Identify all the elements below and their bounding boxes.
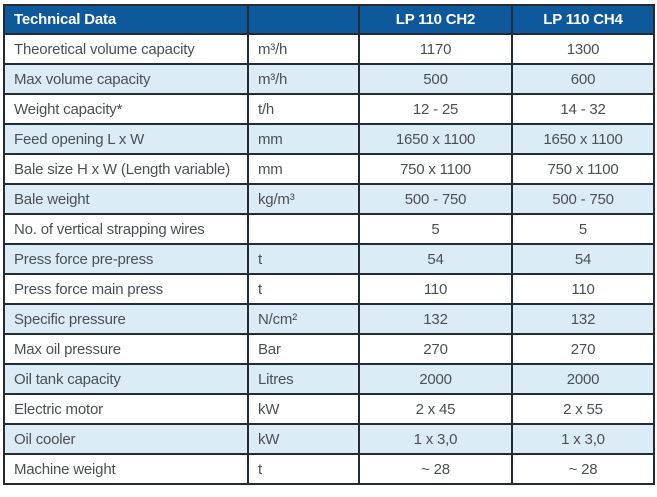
spec-value-ch4: 5 xyxy=(511,213,655,245)
table-row: Bale weight kg/m³ 500 - 750 500 - 750 xyxy=(3,183,655,215)
spec-value-ch2: 270 xyxy=(358,333,513,365)
spec-label: Electric motor xyxy=(3,393,249,425)
spec-unit: t xyxy=(247,453,360,485)
spec-unit: N/cm² xyxy=(247,303,360,335)
spec-unit: kW xyxy=(247,423,360,455)
spec-unit xyxy=(247,213,360,245)
spec-unit: m³/h xyxy=(247,33,360,65)
spec-value-ch4: 600 xyxy=(511,63,655,95)
table-row: Max oil pressure Bar 270 270 xyxy=(3,333,655,365)
header-model-ch4: LP 110 CH4 xyxy=(511,4,655,35)
spec-unit: mm xyxy=(247,153,360,185)
spec-value-ch4: 1650 x 1100 xyxy=(511,123,655,155)
spec-value-ch2: 2 x 45 xyxy=(358,393,513,425)
spec-value-ch4: 132 xyxy=(511,303,655,335)
table-row: Weight capacity* t/h 12 - 25 14 - 32 xyxy=(3,93,655,125)
spec-label: Bale size H x W (Length variable) xyxy=(3,153,249,185)
spec-label: Theoretical volume capacity xyxy=(3,33,249,65)
table-row: Max volume capacity m³/h 500 600 xyxy=(3,63,655,95)
spec-unit: t xyxy=(247,273,360,305)
spec-label: Feed opening L x W xyxy=(3,123,249,155)
spec-value-ch2: 110 xyxy=(358,273,513,305)
spec-value-ch2: 132 xyxy=(358,303,513,335)
table-row: Press force pre-press t 54 54 xyxy=(3,243,655,275)
spec-value-ch2: 500 xyxy=(358,63,513,95)
spec-value-ch2: ~ 28 xyxy=(358,453,513,485)
table-row: Oil tank capacity Litres 2000 2000 xyxy=(3,363,655,395)
spec-value-ch4: 1300 xyxy=(511,33,655,65)
spec-unit: Bar xyxy=(247,333,360,365)
table-row: No. of vertical strapping wires 5 5 xyxy=(3,213,655,245)
header-row: Technical Data LP 110 CH2 LP 110 CH4 xyxy=(3,4,655,35)
spec-value-ch4: 500 - 750 xyxy=(511,183,655,215)
table-row: Oil cooler kW 1 x 3,0 1 x 3,0 xyxy=(3,423,655,455)
table-row: Specific pressure N/cm² 132 132 xyxy=(3,303,655,335)
spec-unit: mm xyxy=(247,123,360,155)
spec-label: Press force pre-press xyxy=(3,243,249,275)
spec-value-ch2: 1650 x 1100 xyxy=(358,123,513,155)
spec-value-ch2: 5 xyxy=(358,213,513,245)
spec-value-ch2: 1 x 3,0 xyxy=(358,423,513,455)
spec-label: No. of vertical strapping wires xyxy=(3,213,249,245)
spec-unit: kg/m³ xyxy=(247,183,360,215)
spec-value-ch4: 2000 xyxy=(511,363,655,395)
spec-label: Bale weight xyxy=(3,183,249,215)
table-header: Technical Data LP 110 CH2 LP 110 CH4 xyxy=(3,4,655,35)
spec-label: Max volume capacity xyxy=(3,63,249,95)
header-unit xyxy=(247,4,360,35)
table-row: Electric motor kW 2 x 45 2 x 55 xyxy=(3,393,655,425)
table-body: Theoretical volume capacity m³/h 1170 13… xyxy=(3,33,655,485)
spec-value-ch2: 54 xyxy=(358,243,513,275)
spec-value-ch4: 110 xyxy=(511,273,655,305)
spec-value-ch4: 750 x 1100 xyxy=(511,153,655,185)
header-title: Technical Data xyxy=(3,4,249,35)
spec-value-ch2: 500 - 750 xyxy=(358,183,513,215)
spec-value-ch4: ~ 28 xyxy=(511,453,655,485)
spec-value-ch2: 1170 xyxy=(358,33,513,65)
spec-label: Weight capacity* xyxy=(3,93,249,125)
spec-value-ch4: 14 - 32 xyxy=(511,93,655,125)
spec-value-ch2: 12 - 25 xyxy=(358,93,513,125)
spec-unit: m³/h xyxy=(247,63,360,95)
spec-unit: kW xyxy=(247,393,360,425)
spec-unit: t xyxy=(247,243,360,275)
spec-value-ch4: 54 xyxy=(511,243,655,275)
spec-label: Oil tank capacity xyxy=(3,363,249,395)
header-model-ch2: LP 110 CH2 xyxy=(358,4,513,35)
spec-value-ch4: 270 xyxy=(511,333,655,365)
spec-value-ch2: 750 x 1100 xyxy=(358,153,513,185)
spec-unit: Litres xyxy=(247,363,360,395)
table-row: Bale size H x W (Length variable) mm 750… xyxy=(3,153,655,185)
spec-label: Specific pressure xyxy=(3,303,249,335)
spec-unit: t/h xyxy=(247,93,360,125)
spec-value-ch4: 2 x 55 xyxy=(511,393,655,425)
technical-data-table: Technical Data LP 110 CH2 LP 110 CH4 The… xyxy=(3,4,655,485)
spec-label: Machine weight xyxy=(3,453,249,485)
table-row: Feed opening L x W mm 1650 x 1100 1650 x… xyxy=(3,123,655,155)
spec-label: Press force main press xyxy=(3,273,249,305)
spec-label: Oil cooler xyxy=(3,423,249,455)
spec-value-ch2: 2000 xyxy=(358,363,513,395)
spec-label: Max oil pressure xyxy=(3,333,249,365)
spec-value-ch4: 1 x 3,0 xyxy=(511,423,655,455)
table-row: Press force main press t 110 110 xyxy=(3,273,655,305)
table-row: Machine weight t ~ 28 ~ 28 xyxy=(3,453,655,485)
table-row: Theoretical volume capacity m³/h 1170 13… xyxy=(3,33,655,65)
